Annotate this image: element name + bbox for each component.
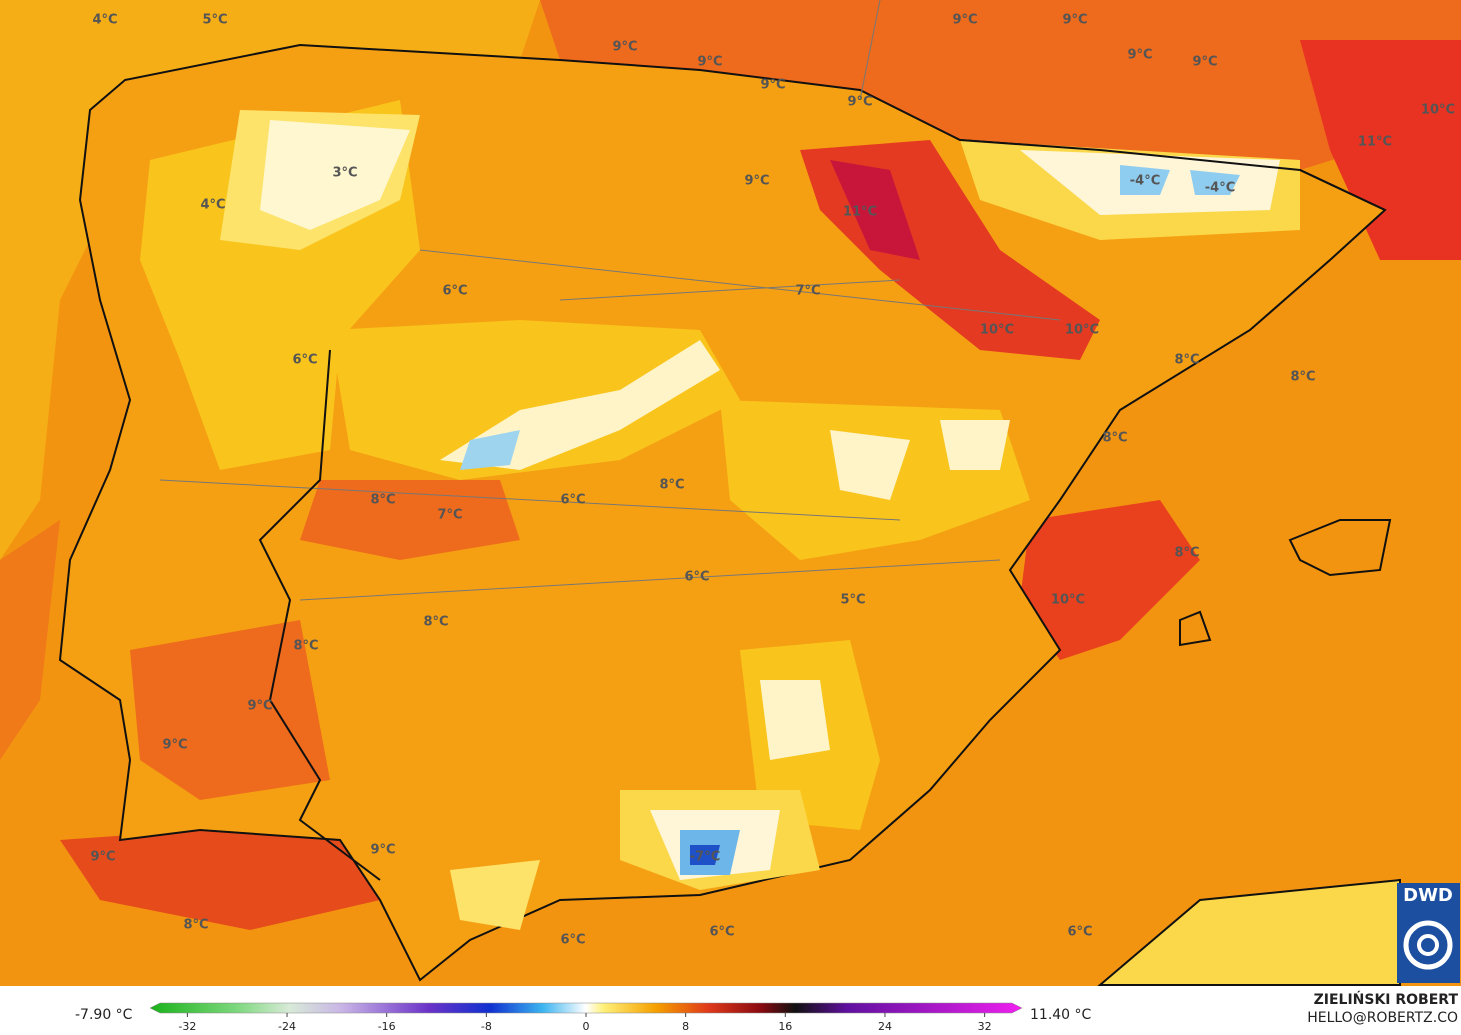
temp-label: 9°C — [697, 55, 722, 70]
temp-label: 9°C — [1127, 48, 1152, 63]
temp-label: 5°C — [202, 13, 227, 28]
temp-label: 8°C — [183, 918, 208, 933]
temp-label: 8°C — [293, 639, 318, 654]
temp-label: 6°C — [1067, 925, 1092, 940]
temp-label: 8°C — [1174, 546, 1199, 561]
temp-label: 9°C — [90, 850, 115, 865]
temp-label: 4°C — [200, 198, 225, 213]
temp-label: 9°C — [370, 843, 395, 858]
temp-label: 9°C — [744, 174, 769, 189]
temp-label: 11°C — [843, 205, 877, 220]
temp-label: 3°C — [332, 166, 357, 181]
temp-label: 8°C — [423, 615, 448, 630]
temp-label: 6°C — [684, 570, 709, 585]
temp-label: 4°C — [92, 13, 117, 28]
temp-label: 8°C — [1102, 431, 1127, 446]
temp-label: -4°C — [1130, 174, 1160, 189]
colorbar-ticks: -32 -24 -16 -8 0 8 16 24 32 — [178, 1013, 992, 1033]
temperature-labels: 4°C 5°C 9°C 9°C 9°C 9°C 9°C 9°C 9°C 9°C 10°C 11°C 3°… — [90, 13, 1455, 948]
temp-label: 9°C — [162, 738, 187, 753]
temp-label: -7°C — [690, 850, 720, 865]
temp-label: 6°C — [709, 925, 734, 940]
min-label: -7.90 °C — [75, 1007, 133, 1023]
logo: DWD — [1397, 883, 1460, 983]
temp-label: 10°C — [980, 323, 1014, 338]
temp-label: 6°C — [442, 284, 467, 299]
temp-label: 9°C — [952, 13, 977, 28]
tick-label: -24 — [278, 1020, 296, 1033]
temp-label: 8°C — [370, 493, 395, 508]
temp-label: 11°C — [1358, 135, 1392, 150]
temp-label: 9°C — [247, 699, 272, 714]
contact: HELLO@ROBERTZ.CO — [1307, 1010, 1458, 1026]
temp-label: 6°C — [292, 353, 317, 368]
tick-label: 16 — [778, 1020, 792, 1033]
temp-label: 6°C — [560, 493, 585, 508]
temp-label: 10°C — [1065, 323, 1099, 338]
tick-label: 32 — [978, 1020, 992, 1033]
temp-label: 5°C — [840, 593, 865, 608]
temp-label: 9°C — [760, 78, 785, 93]
temp-label: 9°C — [1192, 55, 1217, 70]
temp-label: 7°C — [795, 284, 820, 299]
temp-label: 10°C — [1051, 593, 1085, 608]
max-label: 11.40 °C — [1030, 1007, 1092, 1023]
temp-label: 8°C — [1174, 353, 1199, 368]
author: ZIELIŃSKI ROBERT — [1314, 990, 1459, 1008]
map-background — [0, 0, 1461, 986]
temp-label: 7°C — [437, 508, 462, 523]
temp-label: 9°C — [612, 40, 637, 55]
tick-label: -32 — [178, 1020, 196, 1033]
tick-label: 8 — [682, 1020, 689, 1033]
tick-label: -16 — [378, 1020, 396, 1033]
temp-label: -4°C — [1205, 181, 1235, 196]
temp-label: 8°C — [1290, 370, 1315, 385]
temp-label: 9°C — [847, 95, 872, 110]
temp-label: 6°C — [560, 933, 585, 948]
temp-label: 10°C — [1421, 103, 1455, 118]
colorbar — [149, 1002, 1023, 1014]
temp-label: 8°C — [659, 478, 684, 493]
temp-label: 9°C — [1062, 13, 1087, 28]
tick-label: -8 — [481, 1020, 492, 1033]
tick-label: 24 — [878, 1020, 892, 1033]
tick-label: 0 — [583, 1020, 590, 1033]
logo-text: DWD — [1403, 885, 1453, 906]
